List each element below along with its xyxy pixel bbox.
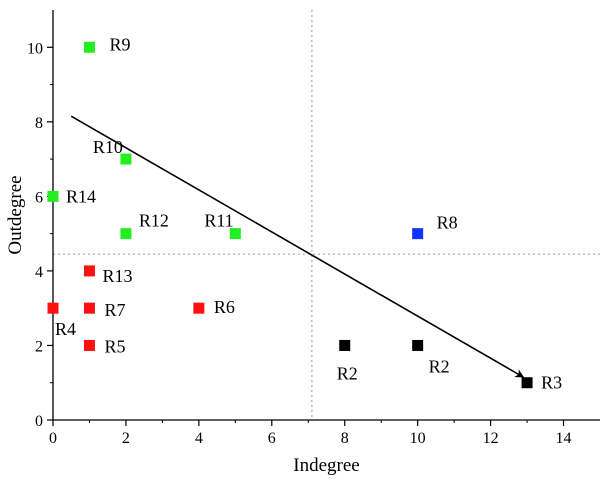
point-label: R8 (437, 213, 458, 233)
x-tick-label: 10 (410, 430, 426, 447)
point-labels: R9 R10 R14 R12 R11 R8 R13 R4 R7 R6 R5 R2 R2 R3 (55, 34, 562, 392)
y-tick-label: 8 (35, 115, 43, 132)
x-tick-label: 12 (483, 430, 499, 447)
ticks: 0 2 4 6 8 10 12 14 0 2 4 6 8 10 (27, 40, 572, 447)
point-label: R10 (93, 137, 123, 157)
y-tick-label: 0 (35, 413, 43, 430)
x-tick-label: 0 (49, 430, 57, 447)
data-point (83, 339, 95, 351)
data-point (83, 265, 95, 277)
y-tick-label: 2 (35, 338, 43, 355)
data-point (412, 339, 424, 351)
x-tick-label: 2 (122, 430, 130, 447)
data-point (47, 190, 59, 202)
y-tick-label: 10 (27, 40, 43, 57)
point-label: R5 (104, 336, 125, 356)
data-point (412, 228, 424, 240)
point-label: R3 (541, 373, 562, 393)
point-label: R4 (55, 319, 76, 339)
point-label: R6 (214, 297, 235, 317)
data-point (47, 302, 59, 314)
data-point (229, 228, 241, 240)
point-label: R2 (337, 363, 358, 383)
data-point (83, 302, 95, 314)
point-label: R11 (204, 211, 233, 231)
data-point (193, 302, 205, 314)
y-tick-label: 4 (35, 264, 43, 281)
point-label: R12 (139, 211, 169, 231)
x-tick-label: 6 (268, 430, 276, 447)
x-tick-label: 8 (341, 430, 349, 447)
trend-arrow (70, 115, 525, 378)
data-point (521, 377, 533, 389)
y-axis-title: Outdegree (5, 175, 26, 254)
data-point (120, 228, 132, 240)
data-points (47, 41, 533, 389)
x-axis-title: Indegree (293, 455, 359, 476)
x-tick-label: 14 (556, 430, 572, 447)
point-label: R13 (102, 266, 132, 286)
point-label: R7 (104, 300, 125, 320)
data-point (339, 339, 351, 351)
data-point (120, 153, 132, 165)
data-point (83, 41, 95, 53)
point-label: R14 (66, 186, 96, 206)
axes (52, 10, 600, 421)
trend-arrow-line (70, 115, 525, 378)
y-tick-label: 6 (35, 189, 43, 206)
point-label: R2 (429, 356, 450, 376)
reference-lines (53, 10, 600, 420)
x-tick-label: 4 (195, 430, 203, 447)
point-label: R9 (109, 34, 130, 54)
